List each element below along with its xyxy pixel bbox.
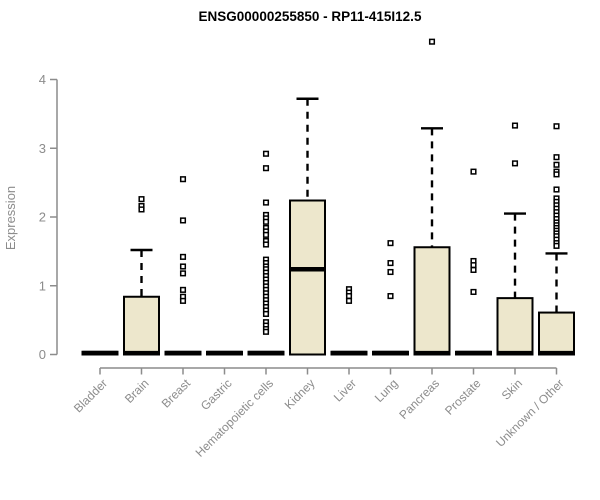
y-tick-label: 4 [39,72,46,87]
outlier-point-hematopoietic-cells [262,150,270,157]
outlier-point-unknown-other [553,154,560,161]
x-tick-label: Pancreas [396,376,442,422]
x-tick-label: Kidney [282,376,318,412]
y-tick-label: 1 [39,278,46,293]
outlier-point-prostate [470,262,477,269]
outlier-point-hematopoietic-cells [262,241,270,248]
x-tick-label: Bladder [71,376,110,415]
outlier-point-unknown-other [553,186,560,193]
box-pancreas [413,246,451,356]
x-tick-label: Prostate [442,376,484,418]
x-tick-label: Skin [499,376,525,402]
outlier-point-breast [179,253,187,260]
outlier-point-lung [387,268,394,276]
outlier-point-lung [387,240,394,247]
outlier-point-hematopoietic-cells [262,328,270,335]
outlier-point-prostate [470,288,477,295]
outlier-point-hematopoietic-cells [262,231,270,238]
chart-title: ENSG00000255850 - RP11-415I12.5 [199,9,422,24]
outlier-point-brain [138,196,145,203]
outlier-point-skin [511,122,519,129]
y-tick-label: 2 [39,210,46,225]
outlier-point-skin [511,160,519,167]
outlier-point-unknown-other [553,123,560,130]
outlier-point-breast [179,297,187,304]
outlier-point-breast [179,263,187,270]
outlier-point-hematopoietic-cells [262,310,270,317]
outlier-point-breast [179,286,187,293]
outlier-point-prostate [470,168,477,175]
x-tick-label: Brain [122,376,152,406]
outlier-point-brain [138,206,145,213]
outlier-point-unknown-other [553,242,560,249]
y-axis-title: Expression [3,186,18,250]
outlier-point-pancreas [428,38,436,45]
box-skin [496,297,534,356]
y-tick-label: 0 [39,347,46,362]
x-tick-label: Lung [372,376,401,405]
outlier-point-hematopoietic-cells [262,199,270,206]
outlier-point-liver [345,297,353,304]
box-unknown-other [538,311,575,356]
x-tick-label: Hematopoietic cells [193,376,276,459]
outlier-point-prostate [470,266,477,273]
outlier-point-lung [387,293,394,300]
outlier-point-unknown-other [553,171,560,178]
outlier-point-unknown-other [553,161,560,168]
outlier-point-liver [345,293,353,300]
outlier-point-breast [179,217,187,224]
box-kidney [289,199,326,356]
outlier-point-breast [179,270,187,277]
plot-area: 0 1 2 3 4 Bladder Brain Breast GastricHematopoie… [39,38,575,460]
y-tick-label: 3 [39,141,46,156]
x-tick-label: Liver [331,376,359,404]
box-brain [123,295,160,356]
outlier-point-hematopoietic-cells [262,218,270,225]
x-tick-label: Breast [159,376,194,411]
outlier-point-lung [387,260,394,267]
outlier-point-hematopoietic-cells [262,165,270,172]
outlier-point-breast [179,176,187,183]
x-tick-label: Gastric [198,376,235,413]
